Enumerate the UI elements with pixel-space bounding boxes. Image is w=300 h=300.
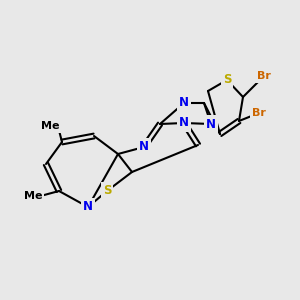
- Text: S: S: [223, 74, 231, 86]
- Text: Me: Me: [24, 191, 42, 201]
- Text: S: S: [103, 184, 111, 197]
- Text: N: N: [179, 116, 189, 130]
- Text: N: N: [83, 200, 93, 214]
- Text: Me: Me: [41, 121, 59, 131]
- Text: N: N: [179, 97, 189, 110]
- Text: N: N: [206, 118, 216, 130]
- Text: Br: Br: [257, 71, 271, 81]
- Text: Br: Br: [252, 108, 266, 118]
- Text: N: N: [139, 140, 149, 154]
